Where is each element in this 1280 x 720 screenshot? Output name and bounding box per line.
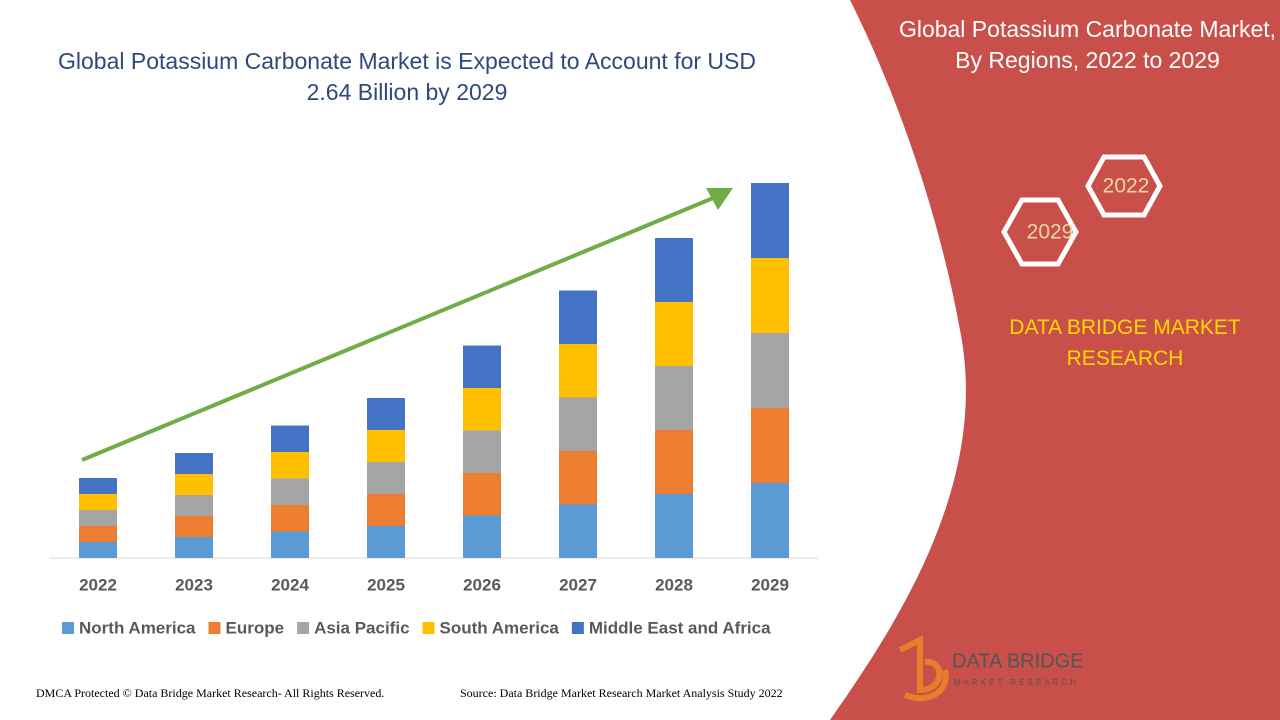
copyright: DMCA Protected © Data Bridge Market Rese… xyxy=(36,686,385,700)
x-tick-label: 2028 xyxy=(655,575,693,594)
x-tick-label: 2023 xyxy=(175,575,213,594)
bar-segment xyxy=(751,183,789,258)
bar-segment xyxy=(751,408,789,483)
bar-segment xyxy=(559,290,597,344)
side-panel xyxy=(830,0,1280,720)
x-tick-label: 2029 xyxy=(751,575,789,594)
bar-segment xyxy=(175,516,213,537)
bar-segment xyxy=(79,478,117,494)
trend-arrow xyxy=(81,194,719,462)
bar-segment xyxy=(463,388,501,431)
bar-segment xyxy=(559,504,597,558)
hex-label: 2022 xyxy=(1103,175,1150,198)
bar-segment xyxy=(367,430,405,462)
panel-title: Global Potassium Carbonate Market, By Re… xyxy=(898,16,1277,73)
logo-mark xyxy=(898,635,949,702)
bar-segment xyxy=(655,238,693,302)
bar-segment xyxy=(367,398,405,430)
legend-label: Middle East and Africa xyxy=(589,618,771,637)
bar-segment xyxy=(655,302,693,366)
bar-segment xyxy=(367,462,405,494)
bar-segment xyxy=(655,494,693,558)
chart-title: Global Potassium Carbonate Market is Exp… xyxy=(58,48,756,105)
bar-segment xyxy=(271,452,309,479)
x-tick-label: 2024 xyxy=(271,575,309,594)
bar-segment xyxy=(559,451,597,505)
arrow-head xyxy=(706,188,733,210)
bar-segment xyxy=(79,510,117,526)
legend-swatch xyxy=(422,622,435,634)
bar-segment xyxy=(367,526,405,558)
brand: DATA BRIDGE MARKET RESEARCH xyxy=(1009,316,1241,370)
legend-label: North America xyxy=(79,618,196,637)
bar-segment xyxy=(271,478,309,505)
bar-segment xyxy=(271,505,309,532)
legend-swatch xyxy=(62,622,74,634)
logo-name: DATA BRIDGE xyxy=(952,650,1084,672)
bar-segment xyxy=(463,515,501,558)
legend-label: Asia Pacific xyxy=(314,618,409,637)
bar-segment xyxy=(175,537,213,558)
hex-label: 2029 xyxy=(1027,221,1074,244)
logo-tagline: MARKET RESEARCH xyxy=(954,678,1079,687)
bar-segment xyxy=(463,345,501,388)
bar-segment xyxy=(79,542,117,558)
hexagon xyxy=(1085,154,1163,218)
bar-segment xyxy=(655,430,693,494)
legend-label: South America xyxy=(440,618,560,637)
bar-segment xyxy=(175,474,213,495)
hexagon xyxy=(1001,197,1079,267)
bar-segment xyxy=(79,494,117,510)
source: Source: Data Bridge Market Research Mark… xyxy=(460,686,783,700)
bar-segment xyxy=(175,495,213,516)
bar-segment xyxy=(463,473,501,516)
bar-segment xyxy=(79,526,117,542)
bar-segment xyxy=(559,344,597,398)
bar-segment xyxy=(751,258,789,333)
legend-label: Europe xyxy=(226,618,285,637)
x-tick-label: 2026 xyxy=(463,575,501,594)
bar-segment xyxy=(751,333,789,408)
bar-segment xyxy=(463,430,501,473)
bar-segment xyxy=(751,483,789,558)
bar-segment xyxy=(559,397,597,451)
bar-segment xyxy=(271,425,309,452)
x-tick-label: 2027 xyxy=(559,575,597,594)
legend-swatch xyxy=(208,622,221,634)
legend-swatch xyxy=(571,622,584,634)
bar-segment xyxy=(271,531,309,558)
bar-segment xyxy=(655,366,693,430)
bar-segment xyxy=(175,453,213,474)
legend-swatch xyxy=(297,622,310,634)
x-tick-label: 2025 xyxy=(367,575,405,594)
x-tick-label: 2022 xyxy=(79,575,117,594)
bar-segment xyxy=(367,494,405,526)
